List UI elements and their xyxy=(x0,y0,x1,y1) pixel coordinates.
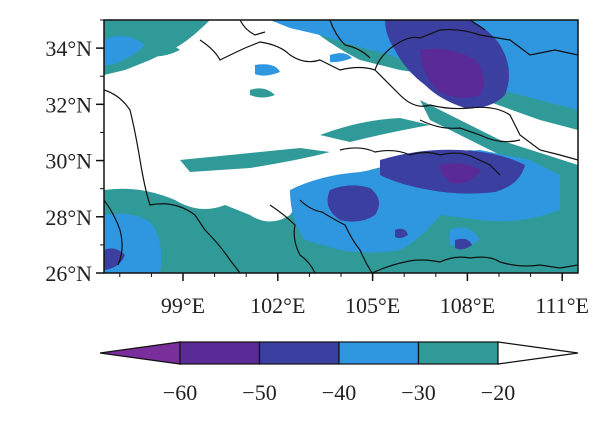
colorbar-level-label: −50 xyxy=(242,380,276,405)
colorbar-max-extension xyxy=(497,341,579,365)
colorbar: −60 −50 −40 −30 −20 xyxy=(99,341,579,405)
province-boundaries xyxy=(104,20,578,273)
colorbar-level-label: −60 xyxy=(163,380,197,405)
colorbar-segment xyxy=(338,341,420,365)
colorbar-level-label: −20 xyxy=(481,380,515,405)
colorbar-min-extension xyxy=(99,341,181,365)
lon-tick-label: 105°E xyxy=(345,293,400,318)
lat-tick-label: 34°N xyxy=(45,36,92,61)
lon-tick-label: 111°E xyxy=(535,293,589,318)
lon-tick-label: 102°E xyxy=(250,293,305,318)
lat-tick-label: 32°N xyxy=(45,92,92,117)
map-panel xyxy=(104,20,578,273)
longitude-axis: 99°E 102°E 105°E 108°E 111°E xyxy=(119,273,589,318)
latitude-axis: 26°N 28°N 30°N 32°N 34°N xyxy=(45,19,104,286)
colorbar-segment xyxy=(258,341,340,365)
shaded-level-purple xyxy=(420,48,484,184)
lat-tick-label: 30°N xyxy=(45,149,92,174)
lat-tick-label: 26°N xyxy=(45,261,92,286)
lat-tick-label: 28°N xyxy=(45,205,92,230)
colorbar-segment xyxy=(417,341,499,365)
colorbar-segment xyxy=(179,341,261,365)
colorbar-level-label: −30 xyxy=(401,380,435,405)
lon-tick-label: 108°E xyxy=(440,293,495,318)
colorbar-level-label: −40 xyxy=(322,380,356,405)
lon-tick-label: 99°E xyxy=(161,293,205,318)
